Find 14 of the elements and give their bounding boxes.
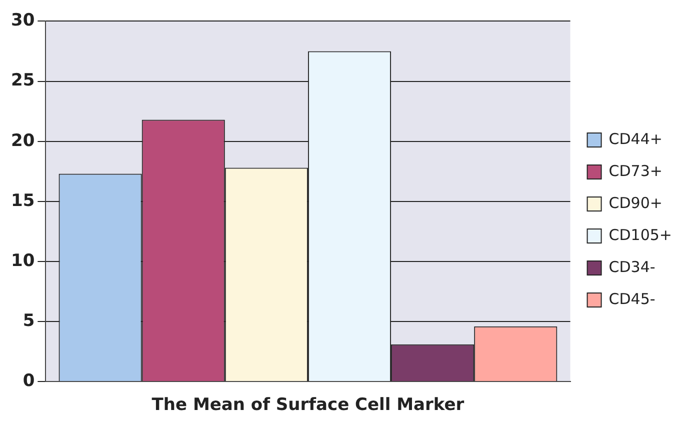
legend-label: CD105+ xyxy=(608,226,672,244)
x-axis-title: The Mean of Surface Cell Marker xyxy=(152,395,465,416)
legend-label: CD44+ xyxy=(608,130,662,148)
y-tick-label: 20 xyxy=(10,130,35,151)
y-tick-label: 5 xyxy=(22,310,35,331)
y-tick-label: 15 xyxy=(10,190,35,211)
legend-label: CD45- xyxy=(608,290,656,308)
legend-label: CD90+ xyxy=(608,194,662,212)
y-tick-label: 25 xyxy=(10,70,35,91)
legend-label: CD73+ xyxy=(608,162,662,180)
legend-label: CD34- xyxy=(608,258,656,276)
y-tick-label: 30 xyxy=(10,10,35,31)
y-tick-label: 10 xyxy=(10,250,35,271)
y-tick-label: 0 xyxy=(22,371,35,392)
